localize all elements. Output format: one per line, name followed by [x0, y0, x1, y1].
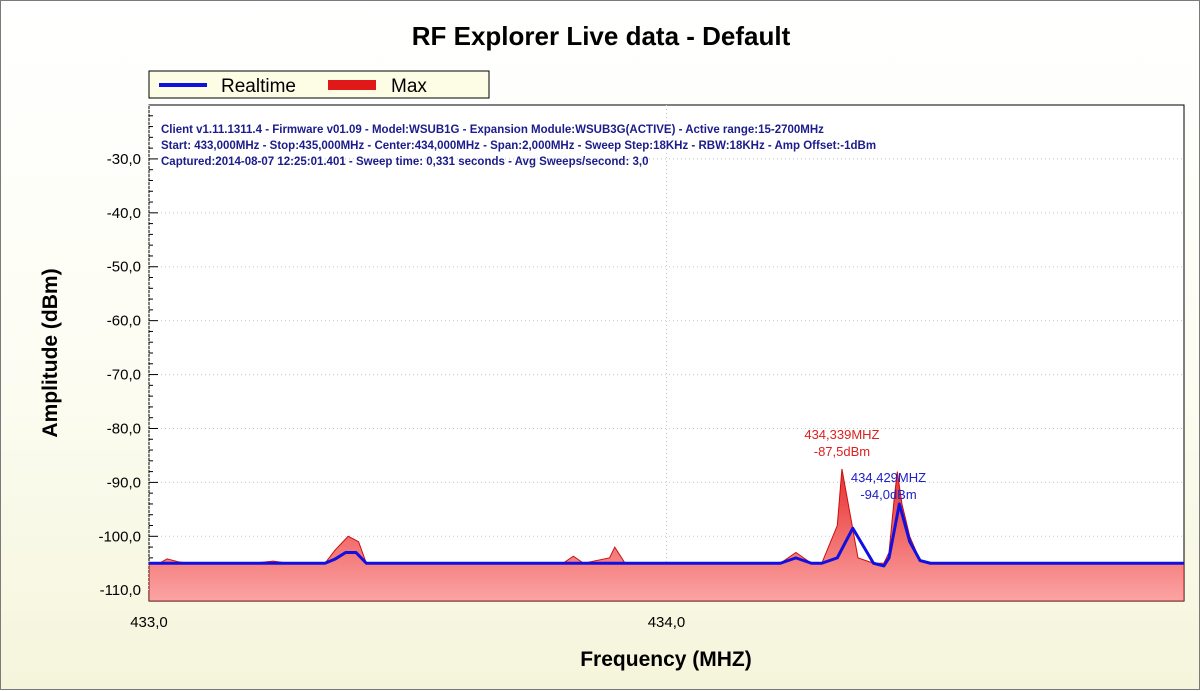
legend-swatch-max — [328, 80, 376, 90]
y-tick-label: -80,0 — [107, 420, 141, 437]
info-line-3: Captured:2014-08-07 12:25:01.401 - Sweep… — [161, 156, 648, 168]
peak-annotation-freq: 434,429MHZ — [851, 470, 926, 485]
info-line-2: Start: 433,000MHz - Stop:435,000MHz - Ce… — [161, 140, 876, 152]
y-tick-label: -110,0 — [100, 582, 141, 599]
peak-annotation-freq: 434,339MHZ — [804, 427, 879, 442]
y-tick-label: -30,0 — [107, 151, 141, 168]
chart-title: RF Explorer Live data - Default — [412, 21, 791, 51]
x-axis-title: Frequency (MHZ) — [580, 648, 752, 671]
peak-annotation-amp: -87,5dBm — [814, 444, 870, 459]
peak-annotation-amp: -94,0dBm — [860, 487, 916, 502]
info-line-1: Client v1.11.1311.4 - Firmware v01.09 - … — [161, 124, 824, 136]
y-tick-label: -90,0 — [107, 474, 141, 491]
legend-label-realtime: Realtime — [221, 76, 296, 97]
tick-labels: -30,0 -40,0 -50,0 -60,0 -70,0 -80,0 -90,0 -100,… — [98, 151, 685, 631]
y-tick-label: -50,0 — [107, 259, 141, 276]
legend: Realtime Max — [148, 70, 490, 99]
y-tick-label: -100,0 — [98, 528, 141, 545]
y-tick-label: -60,0 — [107, 313, 141, 330]
realtime-series-line — [149, 502, 1184, 568]
y-tick-label: -70,0 — [107, 367, 141, 384]
x-tick-label: 433,0 — [130, 614, 168, 631]
series-layer — [149, 468, 1184, 601]
legend-label-max: Max — [391, 76, 427, 97]
y-axis-title: Amplitude (dBm) — [39, 268, 62, 437]
y-tick-label: -40,0 — [107, 205, 141, 222]
x-tick-label: 434,0 — [648, 614, 686, 631]
annotations: 434,339MHZ -87,5dBm 434,429MHZ -94,0dBm — [804, 427, 926, 502]
